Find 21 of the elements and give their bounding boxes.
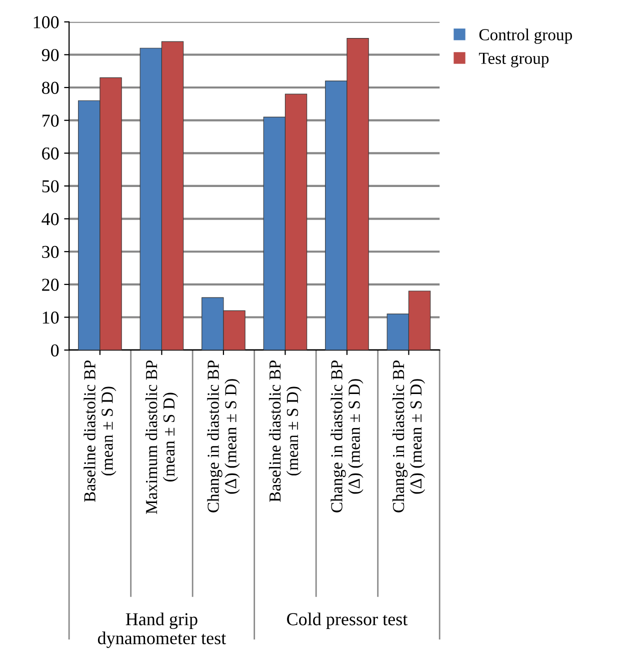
y-tick-label: 90: [42, 48, 59, 62]
x-tick-label: Change in diastolic BP (Δ) (mean ± S D): [330, 360, 364, 512]
y-tick-label: 100: [34, 16, 59, 28]
text: Hand grip dynamometer test: [98, 612, 226, 648]
x-tick-label: Change in diastolic BP (Δ) (mean ± S D): [207, 360, 240, 512]
x-tick-label: Baseline diastolic BP (mean ± S D): [268, 360, 302, 502]
x-tick-label: Change in diastolic BP (Δ) (mean ± S D): [392, 360, 426, 512]
legend-label: Control group: [479, 28, 572, 44]
legend-label: Test group: [478, 52, 549, 68]
y-tick-label: 10: [42, 312, 59, 324]
y-tick-label: 30: [42, 246, 59, 258]
x-tick-label: Baseline diastolic BP (mean ± S D): [84, 360, 116, 502]
y-tick-label: 80: [42, 82, 59, 94]
y-tick-label: 60: [42, 147, 59, 160]
y-tick-label: 40: [42, 213, 59, 226]
y-tick-label: 50: [42, 180, 59, 192]
y-tick-label: 0: [51, 344, 59, 357]
y-tick-label: 20: [42, 278, 59, 291]
y-tick-label: 70: [42, 114, 59, 127]
x-tick-label: Maximum diastolic BP (mean ± S D): [145, 360, 178, 514]
text: Cold pressor test: [287, 612, 408, 629]
